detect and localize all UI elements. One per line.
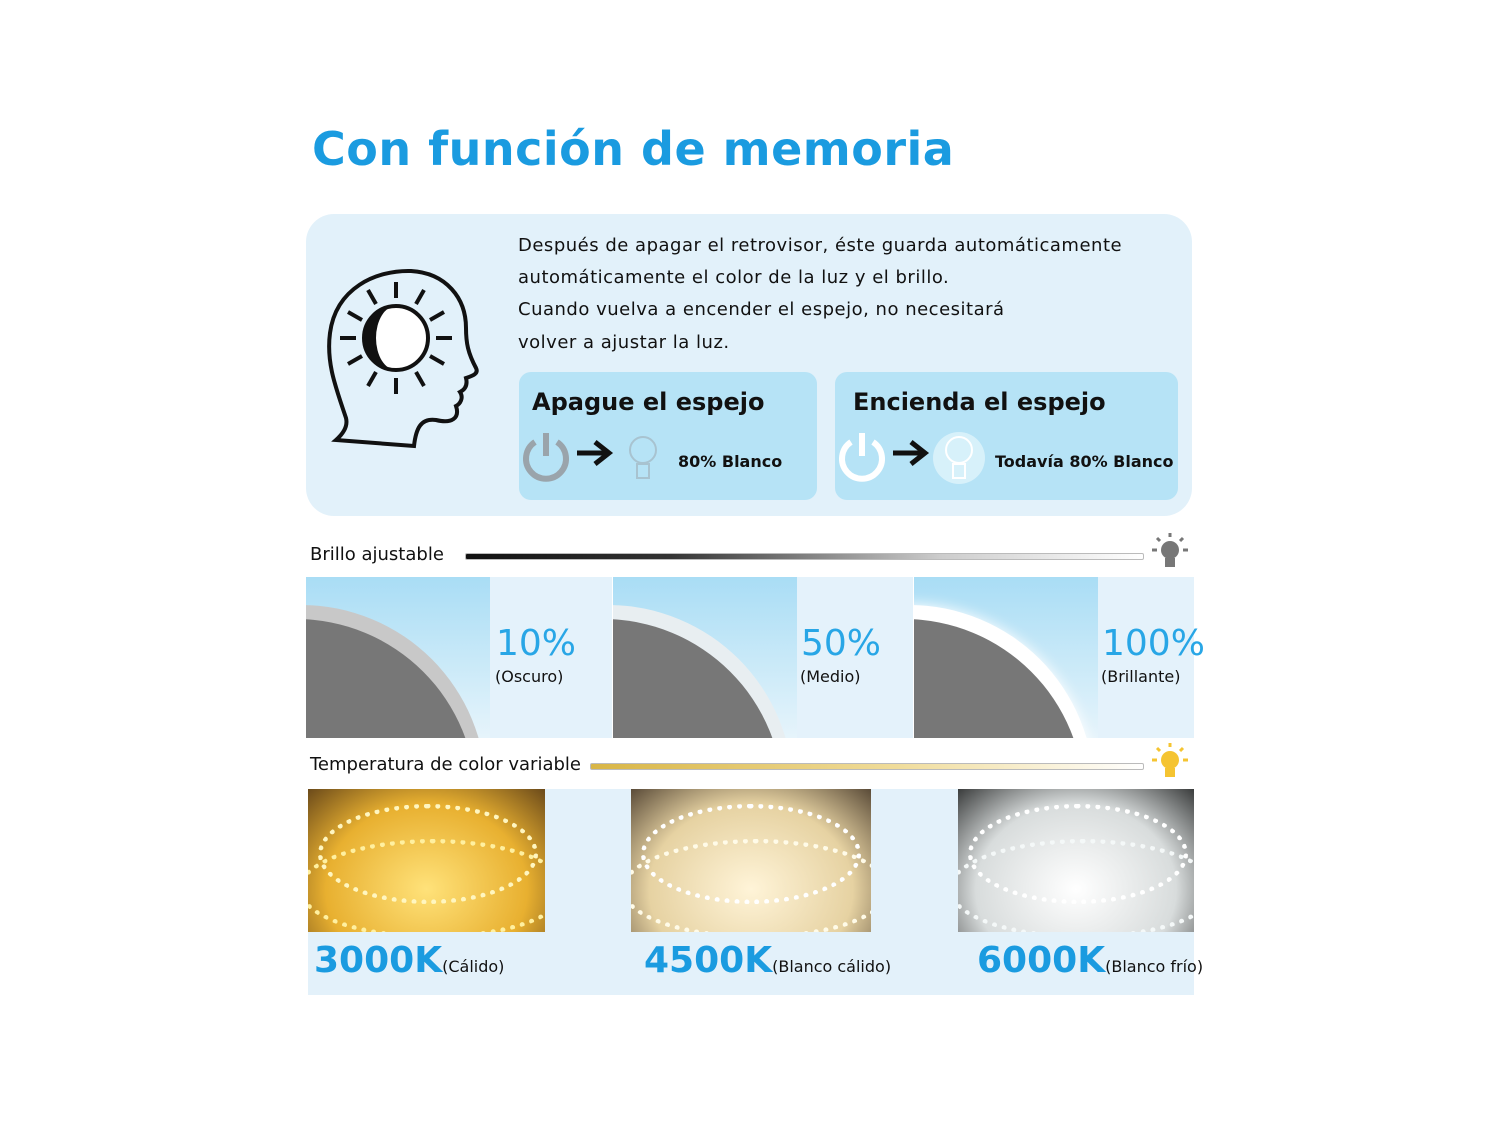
led-strip-4500k-image: [631, 789, 871, 932]
power-off-to-bulb-icon: [523, 433, 657, 482]
mirror-off-card: Apague el espejo 80% Blanco: [519, 372, 817, 500]
description-line: automáticamente el color de la luz y el …: [518, 267, 950, 288]
temperature-value: 3000K: [314, 940, 443, 981]
brightness-value: 100%: [1102, 623, 1205, 664]
temperature-gradient-bar: [590, 763, 1144, 770]
led-strip-3000k-image: [308, 789, 545, 932]
temperature-desc: (Cálido): [442, 957, 505, 976]
brightness-value: 10%: [496, 623, 577, 664]
temperature-label: Temperatura de color variable: [310, 754, 581, 775]
temperature-value: 6000K: [977, 940, 1106, 981]
mirror-on-card: Encienda el espejo Todavía 80% Blanco: [835, 372, 1178, 500]
description-line: Después de apagar el retrovisor, éste gu…: [518, 235, 1123, 256]
temperature-4500k: 4500K(Blanco cálido): [644, 940, 891, 981]
temperature-value: 4500K: [644, 940, 773, 981]
mirror-on-heading: Encienda el espejo: [853, 388, 1106, 416]
brightness-level-50: 50% (Medio): [613, 577, 913, 738]
temperature-desc: (Blanco cálido): [772, 957, 892, 976]
description-line: volver a ajustar la luz.: [518, 332, 730, 353]
brightness-level-100: 100% (Brillante): [914, 577, 1205, 738]
led-strip-6000k-image: [958, 789, 1194, 932]
temperature-3000k: 3000K(Cálido): [314, 940, 504, 981]
temperature-6000k: 6000K(Blanco frío): [977, 940, 1203, 981]
description-line: Cuando vuelva a encender el espejo, no n…: [518, 299, 1005, 320]
brightness-desc: (Oscuro): [495, 667, 564, 686]
mirror-off-heading: Apague el espejo: [532, 388, 765, 416]
brightness-desc: (Medio): [800, 667, 861, 686]
temperature-desc: (Blanco frío): [1105, 957, 1204, 976]
brightness-desc: (Brillante): [1101, 667, 1181, 686]
brightness-value: 50%: [801, 623, 882, 664]
mirror-off-result: 80% Blanco: [678, 452, 783, 471]
power-on-to-bulb-icon: [839, 432, 985, 484]
bulb-yellow-icon: [1152, 743, 1188, 777]
mirror-on-result: Todavía 80% Blanco: [995, 452, 1174, 471]
brightness-gradient-bar: [465, 553, 1144, 560]
page-title: Con función de memoria: [312, 122, 955, 176]
brightness-label: Brillo ajustable: [310, 544, 444, 565]
brightness-level-10: 10% (Oscuro): [306, 577, 612, 738]
head-sun-moon-icon: [327, 268, 479, 449]
bulb-gray-icon: [1152, 533, 1188, 567]
